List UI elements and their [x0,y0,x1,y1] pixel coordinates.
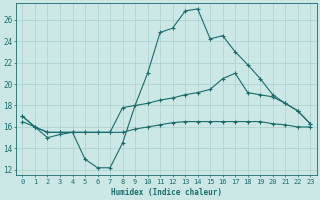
X-axis label: Humidex (Indice chaleur): Humidex (Indice chaleur) [111,188,222,197]
